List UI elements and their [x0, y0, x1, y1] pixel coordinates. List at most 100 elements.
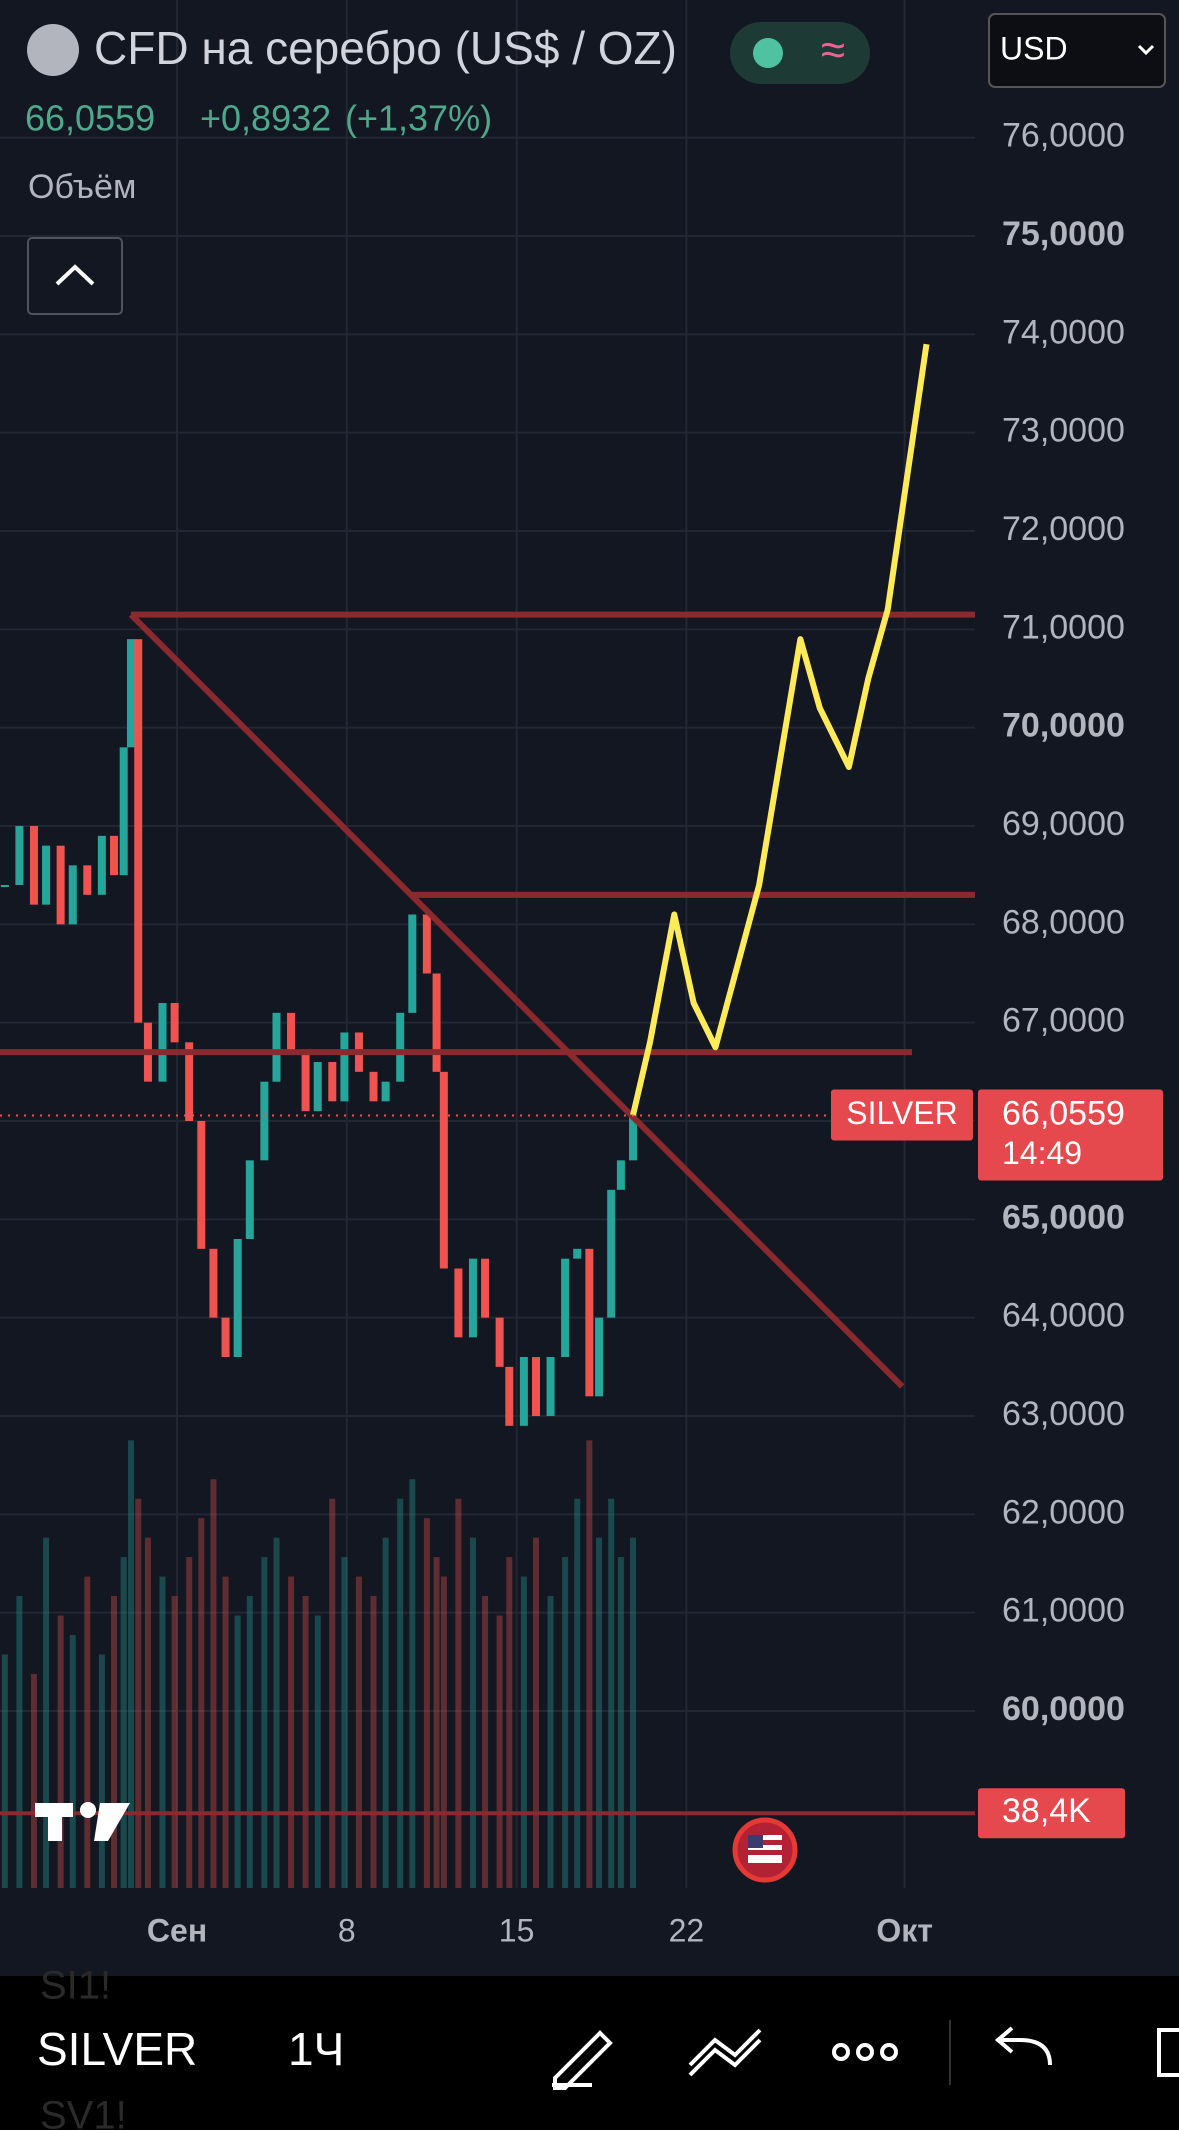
y-tick-label: 69,0000 — [1002, 805, 1125, 843]
volume-bar — [171, 1596, 178, 1888]
candle — [328, 1062, 337, 1102]
volume-bar — [30, 1673, 37, 1888]
y-tick-label: 76,0000 — [1002, 117, 1125, 155]
currency-select[interactable] — [988, 13, 1166, 88]
volume-bar — [496, 1615, 503, 1888]
candle — [573, 1248, 582, 1259]
fullscreen-icon[interactable] — [1157, 2028, 1179, 2077]
volume-bar — [586, 1440, 593, 1888]
candle — [481, 1258, 490, 1318]
volume-bar — [574, 1498, 581, 1888]
draw-icon[interactable] — [552, 2030, 613, 2090]
candle — [301, 1052, 310, 1112]
volume-bar — [370, 1596, 377, 1888]
volume-bar — [144, 1537, 151, 1888]
y-tick-label: 60,0000 — [1002, 1690, 1125, 1728]
ghost-symbol: SI1! — [40, 1964, 111, 2008]
status-pill[interactable] — [730, 22, 870, 84]
volume-bar — [261, 1557, 268, 1888]
symbol-icon — [27, 24, 79, 76]
volume-bar — [210, 1479, 217, 1888]
volume-bar — [234, 1615, 241, 1888]
volume-bar — [57, 1615, 64, 1888]
candle — [260, 1081, 269, 1161]
y-tick-label: 65,0000 — [1002, 1198, 1125, 1236]
candle — [0, 885, 9, 887]
candle — [313, 1062, 322, 1112]
volume-bar — [120, 1557, 127, 1888]
volume-bar — [16, 1596, 23, 1888]
volume-bar — [273, 1537, 280, 1888]
volume-bar — [482, 1596, 489, 1888]
y-tick-label: 68,0000 — [1002, 903, 1125, 941]
toolbar — [0, 1976, 1179, 2130]
candle — [42, 845, 51, 905]
candle — [381, 1081, 390, 1102]
candle — [119, 747, 128, 876]
symbol-tag-label: SILVER — [846, 1095, 957, 1131]
undo-icon[interactable] — [994, 2026, 1052, 2066]
price-tag — [978, 1089, 1163, 1181]
indicators-icon[interactable] — [688, 2028, 762, 2077]
volume-bar — [98, 1654, 105, 1888]
volume-bar — [533, 1537, 540, 1888]
candle — [56, 845, 65, 925]
candle — [561, 1258, 570, 1357]
volume-bar — [520, 1576, 527, 1888]
candle — [272, 1012, 281, 1082]
volume-bar — [127, 1440, 134, 1888]
volume-bar — [382, 1537, 389, 1888]
candle — [287, 1012, 296, 1053]
volume-tag-label: 38,4K — [1002, 1792, 1091, 1830]
more-icon[interactable] — [832, 2043, 898, 2061]
x-tick-label: Окт — [876, 1912, 933, 1948]
volume-bar — [397, 1498, 404, 1888]
candle — [233, 1239, 242, 1357]
countdown: 14:49 — [1002, 1135, 1082, 1171]
volume-bar — [314, 1615, 321, 1888]
candle — [607, 1189, 616, 1318]
volume-bar — [302, 1596, 309, 1888]
candle — [629, 1115, 638, 1161]
y-tick-label: 73,0000 — [1002, 412, 1125, 450]
ghost-symbol: SV1! — [40, 2094, 127, 2130]
candle — [422, 914, 431, 974]
volume-bar — [423, 1518, 430, 1888]
delay-icon: ≈ — [821, 26, 845, 75]
price-tag-label: 66,0559 — [1002, 1094, 1125, 1132]
volume-bar — [440, 1576, 447, 1888]
candle — [454, 1268, 463, 1338]
candle — [134, 639, 143, 1023]
volume-bar — [630, 1537, 637, 1888]
volume-bar — [617, 1557, 624, 1888]
candle — [29, 826, 38, 905]
projection-path — [630, 343, 930, 1116]
volume-bar — [110, 1596, 117, 1888]
candle — [432, 973, 441, 1072]
volume-bar — [409, 1479, 416, 1888]
x-tick-label: 15 — [499, 1912, 535, 1948]
volume-bar — [222, 1576, 229, 1888]
candle — [158, 1003, 167, 1082]
volume-bar — [547, 1596, 554, 1888]
volume-bar — [159, 1576, 166, 1888]
y-tick-label: 63,0000 — [1002, 1395, 1125, 1433]
candle — [68, 865, 77, 925]
candle — [209, 1248, 218, 1318]
x-tick-label: 8 — [338, 1912, 356, 1948]
toolbar-symbol[interactable]: SILVER — [37, 2023, 197, 2075]
volume-bar — [562, 1557, 569, 1888]
candle — [408, 914, 417, 1013]
title: CFD на серебро (US$ / OZ) — [94, 22, 677, 74]
us-flag-event[interactable] — [732, 1817, 798, 1883]
volume-bar — [69, 1634, 76, 1888]
collapse-button[interactable] — [27, 237, 123, 315]
candle — [170, 1003, 179, 1043]
toolbar-interval[interactable]: 1Ч — [288, 2023, 344, 2075]
y-tick-label: 62,0000 — [1002, 1493, 1125, 1531]
volume-bar — [198, 1518, 205, 1888]
volume-bar — [288, 1576, 295, 1888]
volume-bar — [186, 1557, 193, 1888]
volume-bar — [469, 1537, 476, 1888]
